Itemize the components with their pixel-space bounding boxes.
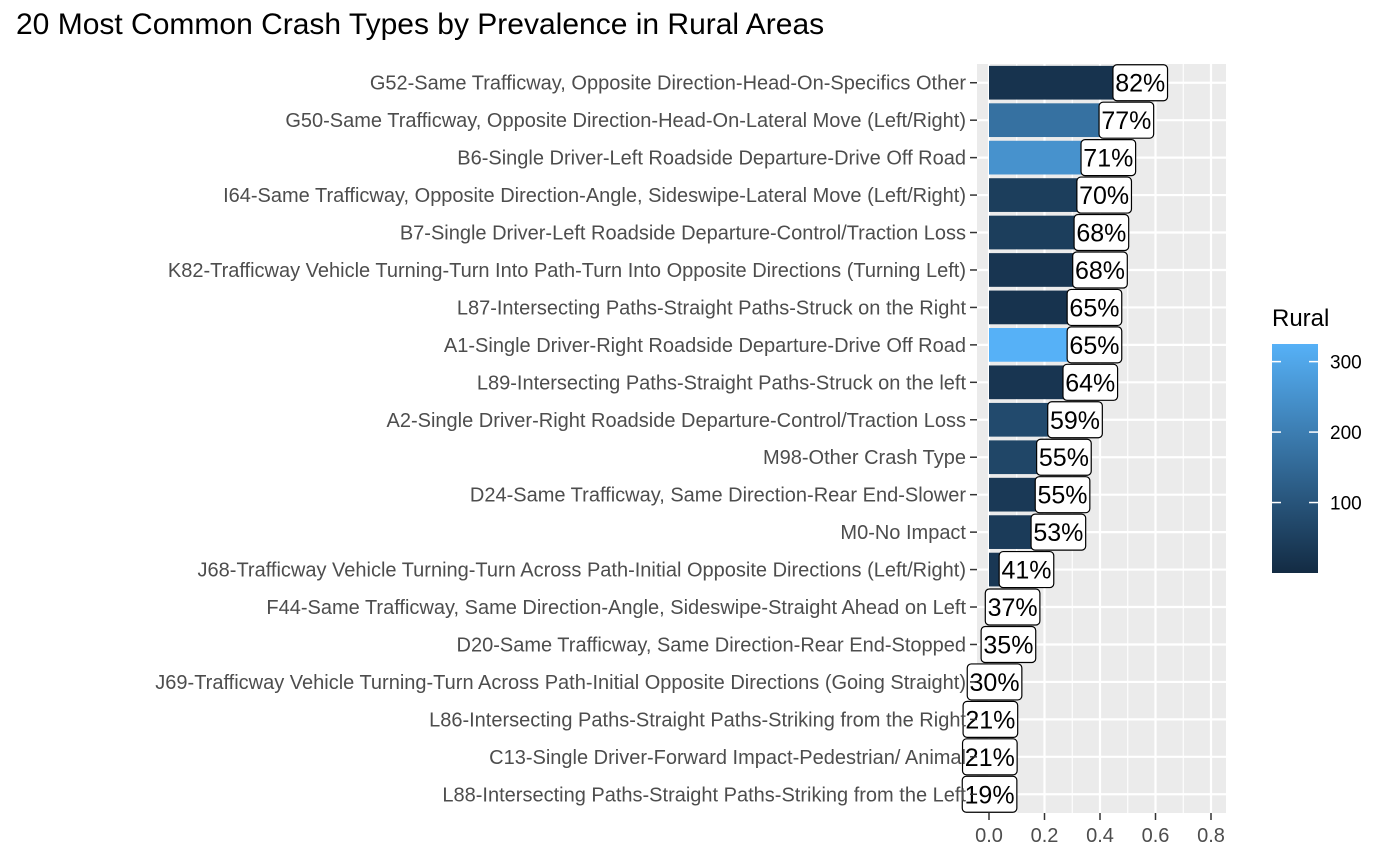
data-label-text: 55% [1038,482,1088,510]
data-label-box [984,588,1041,626]
data-label: 64% [1062,363,1119,401]
y-tick-label: B7-Single Driver-Left Roadside Departure… [400,223,966,245]
data-label-box [1036,438,1092,476]
data-label: 71% [1080,139,1137,177]
data-label: 55% [1034,476,1091,514]
y-tick-label: J68-Trafficway Vehicle Turning-Turn Acro… [198,560,966,582]
data-label-box [1034,476,1091,514]
data-label-text: 35% [983,631,1033,659]
data-label: 70% [1076,176,1133,214]
x-tick-label: 0.6 [1142,825,1170,847]
data-label: 19% [961,775,1018,813]
data-label: 59% [1047,401,1103,439]
data-label: 21% [962,700,1019,738]
y-tick-label: M98-Other Crash Type [763,447,966,469]
y-tick-label: G52-Same Trafficway, Opposite Direction-… [370,73,966,95]
y-tick-label: D24-Same Trafficway, Same Direction-Rear… [470,485,966,507]
data-label: 68% [1073,213,1130,252]
y-tick-label: D20-Same Trafficway, Same Direction-Rear… [457,634,966,656]
data-label-box [1112,64,1169,102]
data-label-text: 65% [1069,294,1119,322]
data-label-text: 41% [1001,557,1051,585]
data-label-box [966,663,1023,701]
data-label-text: 21% [965,706,1015,734]
legend: Rural 100 200 300 [1272,305,1362,573]
x-tick-label: 0.0 [975,825,1003,847]
data-label-text: 70% [1079,182,1129,210]
y-tick-label: G50-Same Trafficway, Opposite Direction-… [285,110,966,132]
legend-colorbar [1272,344,1318,573]
data-labels: 82% 77% 71% 70% 68% 68% 65% 65% 64% 59% 55% 55% 53% 4… [961,64,1169,813]
data-label-text: 71% [1083,145,1133,173]
y-tick-label: L88-Intersecting Paths-Straight Paths-St… [442,784,966,806]
data-label-text: 55% [1039,444,1089,472]
data-label: 41% [998,550,1055,589]
y-tick-label: L87-Intersecting Paths-Straight Paths-St… [457,297,967,319]
y-tick-label: M0-No Impact [840,522,966,544]
data-label: 77% [1098,101,1155,139]
plot-panel [977,64,1226,813]
data-label-box [1066,326,1123,364]
y-tick-label: A2-Single Driver-Right Roadside Departur… [386,410,966,432]
data-label-box [1072,251,1128,289]
data-label: 65% [1066,326,1123,364]
data-label-text: 59% [1050,407,1100,435]
data-label: 82% [1112,64,1169,102]
data-label-text: 68% [1075,257,1125,285]
y-tick-label: J69-Trafficway Vehicle Turning-Turn Acro… [155,672,966,694]
data-label-text: 19% [965,781,1015,809]
data-label: 55% [1036,438,1092,476]
y-tick-label: B6-Single Driver-Left Roadside Departure… [457,148,966,170]
data-label: 35% [980,625,1037,664]
data-label-text: 82% [1115,70,1165,98]
data-label-box [1080,139,1137,177]
legend-title: Rural [1272,305,1329,332]
data-label-text: 64% [1065,369,1115,397]
data-label-box [961,738,1018,776]
data-label-text: 53% [1033,519,1083,547]
data-label-text: 37% [988,594,1038,622]
data-label-box [961,775,1018,813]
data-label-box [1066,288,1123,327]
data-label-text: 77% [1101,107,1151,135]
data-label-text: 65% [1069,332,1119,360]
y-tick-label: F44-Same Trafficway, Same Direction-Angl… [266,597,966,619]
data-label-box [1062,363,1119,401]
chart-title: 20 Most Common Crash Types by Prevalence… [16,8,825,41]
x-tick-label: 0.2 [1031,825,1059,847]
y-tick-label: A1-Single Driver-Right Roadside Departur… [444,335,966,357]
data-label: 53% [1030,513,1087,551]
data-label-box [1098,101,1155,139]
data-label-text: 68% [1076,220,1126,248]
y-tick-label: K82-Trafficway Vehicle Turning-Turn Into… [168,260,966,282]
y-tick-label: C13-Single Driver-Forward Impact-Pedestr… [489,747,966,769]
legend-tick-label: 200 [1330,423,1362,444]
data-label: 30% [966,663,1023,701]
y-tick-label: L86-Intersecting Paths-Straight Paths-St… [429,709,966,731]
data-label-box [998,550,1055,589]
data-label: 37% [984,588,1041,626]
data-label: 68% [1072,251,1128,289]
data-label-text: 21% [965,744,1015,772]
data-label-text: 30% [970,669,1020,697]
data-label: 21% [961,738,1018,776]
data-label-box [1076,176,1133,214]
y-tick-label: L89-Intersecting Paths-Straight Paths-St… [477,372,967,394]
data-label-box [1073,213,1130,252]
y-axis: G52-Same Trafficway, Opposite Direction-… [155,73,977,806]
legend-tick-label: 300 [1330,353,1362,374]
y-tick-label: I64-Same Trafficway, Opposite Direction-… [223,185,966,207]
x-axis: 0.0 0.2 0.4 0.6 0.8 [975,813,1225,847]
data-label-box [980,625,1037,664]
x-tick-label: 0.4 [1086,825,1114,847]
data-label-box [962,700,1019,738]
data-label-box [1047,401,1103,439]
data-label-box [1030,513,1087,551]
data-label: 65% [1066,288,1123,327]
x-tick-label: 0.8 [1197,825,1225,847]
legend-tick-label: 100 [1330,494,1362,515]
